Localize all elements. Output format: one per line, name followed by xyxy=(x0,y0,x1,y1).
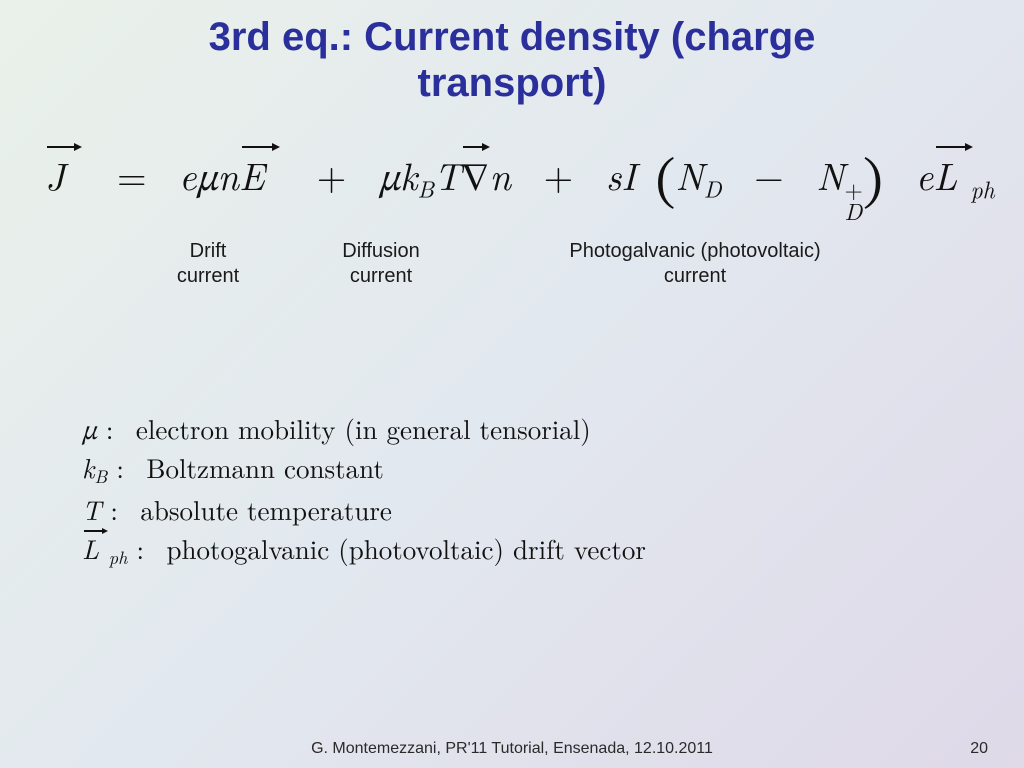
label-drift-current: Driftcurrent xyxy=(148,239,268,289)
def-mu: μ : electron mobility (in general tensor… xyxy=(82,409,1024,448)
title-line-1: 3rd eq.: Current density (charge xyxy=(209,15,816,59)
footer-citation: G. Montemezzani, PR'11 Tutorial, Ensenad… xyxy=(0,740,1024,758)
page-number: 20 xyxy=(970,740,988,758)
slide-title: 3rd eq.: Current density (charge transpo… xyxy=(0,0,1024,106)
title-line-2: transport) xyxy=(418,61,607,105)
def-Lph: L ph : photogalvanic (photovoltaic) drif… xyxy=(82,529,1024,571)
main-equation: J = eμnE + μkBT∇n + sI (ND − N+D) eL ph xyxy=(0,148,1024,221)
label-diffusion-current: Diffusioncurrent xyxy=(316,239,446,289)
term-labels-row: Driftcurrent Diffusioncurrent Photogalva… xyxy=(0,239,1024,299)
label-photogalvanic-current: Photogalvanic (photovoltaic)current xyxy=(530,239,860,289)
symbol-definitions: μ : electron mobility (in general tensor… xyxy=(0,409,1024,571)
def-T: T : absolute temperature xyxy=(82,490,1024,529)
def-kB: kB : Boltzmann constant xyxy=(82,448,1024,490)
